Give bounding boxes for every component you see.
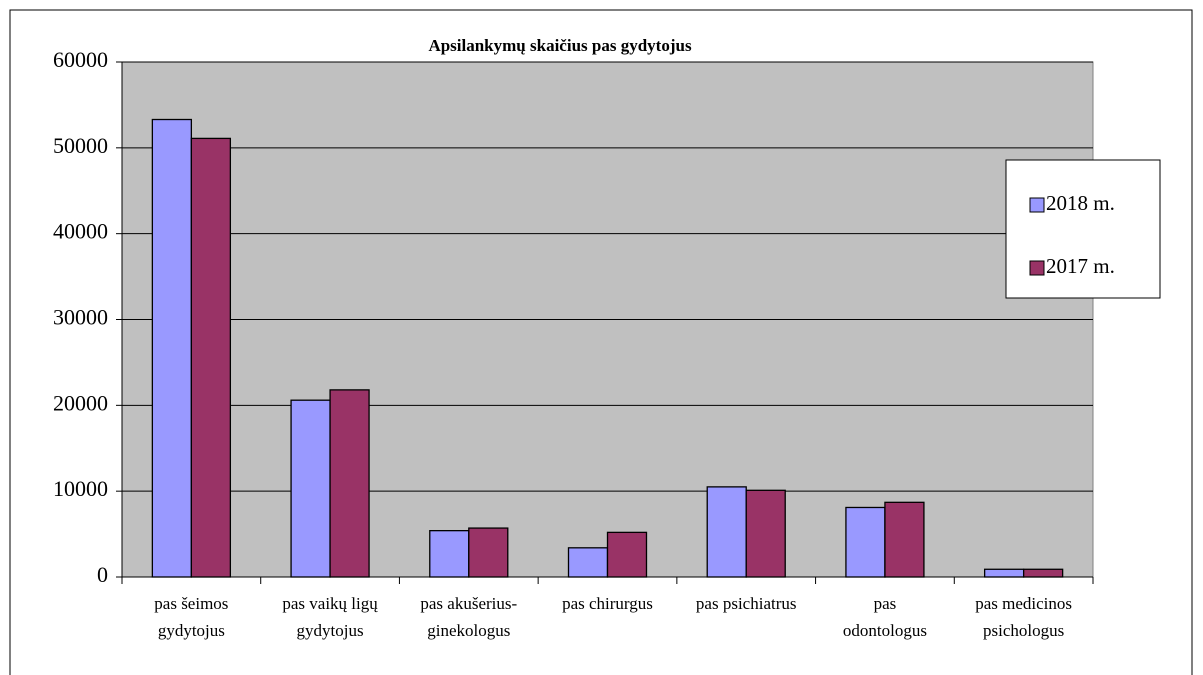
- bar: [983, 568, 1025, 578]
- legend-swatch: [1029, 197, 1045, 213]
- x-tick-label: pas vaikų ligų: [282, 594, 378, 613]
- x-tick-label: odontologus: [843, 621, 927, 640]
- x-tick-label: pas chirurgus: [562, 594, 653, 613]
- x-tick-label: gydytojus: [158, 621, 225, 640]
- y-tick-label: 60000: [53, 47, 108, 72]
- x-tick-label: ginekologus: [427, 621, 510, 640]
- legend-label: 2018 m.: [1046, 191, 1115, 215]
- x-tick-label: pas šeimos: [154, 594, 228, 613]
- bar: [429, 530, 470, 578]
- bar: [606, 531, 648, 578]
- bar: [884, 501, 925, 578]
- bar: [745, 489, 786, 578]
- legend-label: 2017 m.: [1046, 254, 1115, 278]
- bar: [329, 389, 370, 578]
- bar: [290, 399, 331, 578]
- bar: [567, 547, 609, 578]
- legend-swatch: [1029, 260, 1045, 276]
- x-tick-label: pas psichiatrus: [696, 594, 797, 613]
- x-tick-label: pas akušerius-: [420, 594, 517, 613]
- x-tick-label: pas: [874, 594, 897, 613]
- y-tick-label: 30000: [53, 305, 108, 330]
- bar: [151, 118, 193, 578]
- bar: [468, 527, 509, 578]
- y-tick-label: 10000: [53, 476, 108, 501]
- bar: [190, 137, 232, 578]
- x-tick-label: pas medicinos: [975, 594, 1072, 613]
- bar: [845, 506, 886, 578]
- x-tick-label: psichologus: [983, 621, 1064, 640]
- bar: [1022, 568, 1064, 578]
- y-tick-label: 40000: [53, 219, 108, 244]
- frame: [9, 9, 1193, 675]
- y-tick-label: 50000: [53, 133, 108, 158]
- y-tick-label: 0: [97, 562, 108, 587]
- x-tick-label: gydytojus: [297, 621, 364, 640]
- chart-title: Apsilankymų skaičius pas gydytojus: [428, 36, 692, 55]
- y-tick-label: 20000: [53, 390, 108, 415]
- bar: [706, 486, 747, 578]
